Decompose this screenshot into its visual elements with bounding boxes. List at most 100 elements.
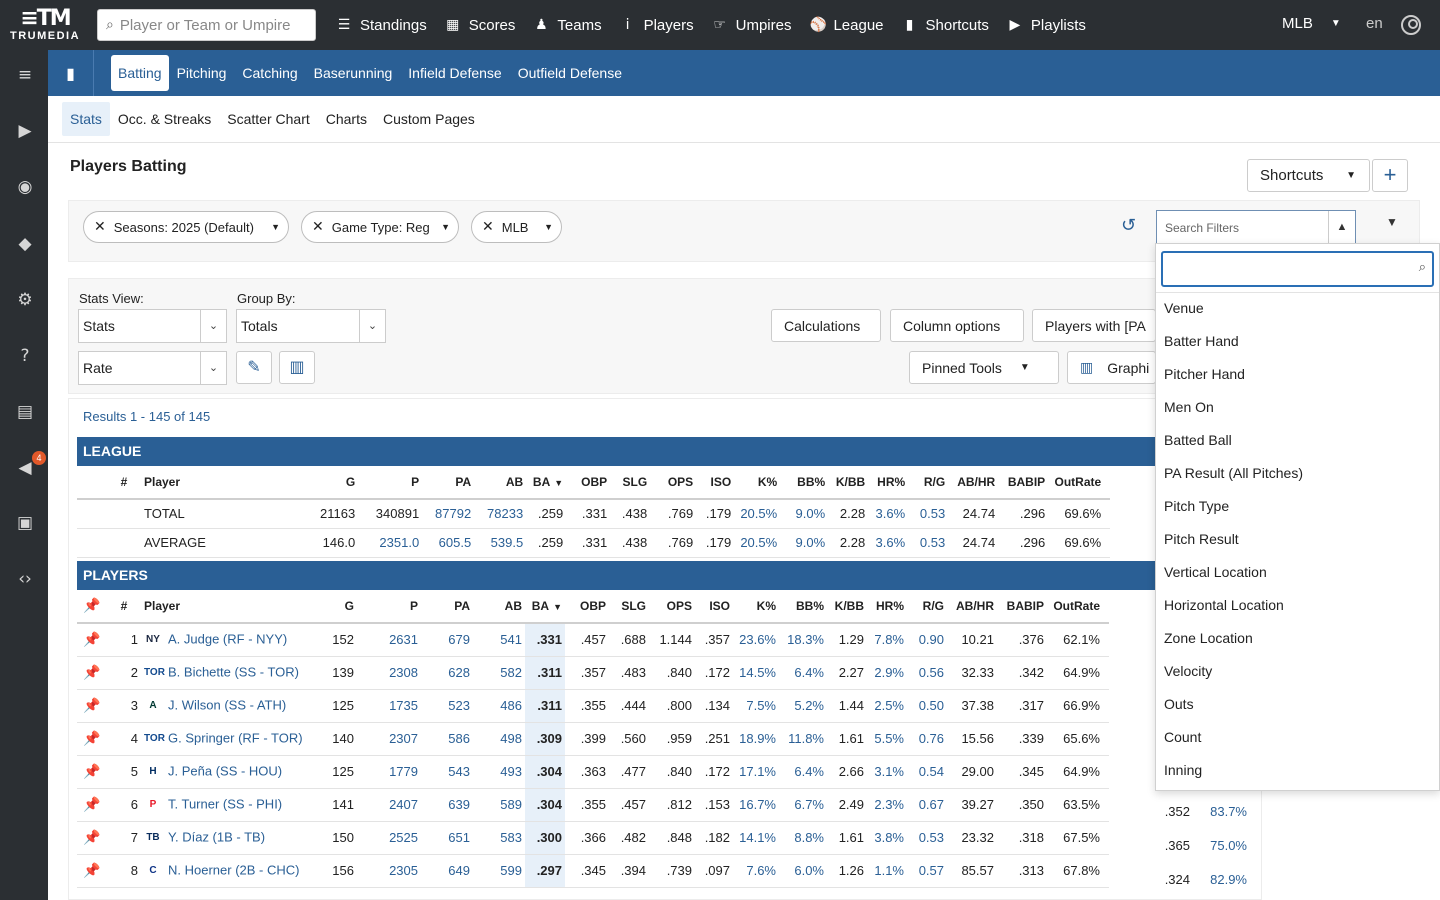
stat-cell[interactable]: 649 [421, 854, 473, 888]
filter-option[interactable]: Batter Hand [1164, 333, 1239, 349]
player-name-link[interactable]: T. Turner (SS - PHI) [168, 795, 283, 811]
pin-cell[interactable]: 📌 [77, 821, 107, 855]
filter-option[interactable]: Pitch Result [1164, 531, 1239, 547]
reset-filters-icon[interactable]: ↺ [1121, 215, 1137, 236]
player-name-link[interactable]: J. Wilson (SS - ATH) [168, 696, 287, 712]
eraser-icon[interactable]: ◆ [18, 234, 32, 254]
column-header[interactable]: R/G [907, 590, 947, 624]
column-header[interactable]: SLG [610, 466, 651, 500]
column-header[interactable]: ISO [696, 466, 735, 500]
players-with-filter-button[interactable]: Players with [PA [1032, 309, 1156, 342]
player-row[interactable]: 📌 2 TOR B. Bichette (SS - TOR) 139 2308 628 582… [77, 656, 1109, 690]
player-name-cell[interactable]: P T. Turner (SS - PHI) [141, 788, 317, 822]
filter-option[interactable]: Pitch Type [1164, 498, 1230, 514]
group-by-select[interactable]: Totals ⌄ [236, 309, 386, 343]
stat-cell[interactable]: 2407 [357, 788, 421, 822]
stat-cell[interactable]: 541 [473, 623, 525, 657]
filter-option[interactable]: Batted Ball [1164, 432, 1232, 448]
player-row[interactable]: 📌 5 H J. Peña (SS - HOU) 125 1779 543 493.304.3… [77, 755, 1109, 789]
stat-cell[interactable]: 3.6% [868, 528, 909, 558]
pin-column-header[interactable]: 📌 [77, 590, 107, 624]
dropdown-search-box[interactable]: ⌕ [1161, 251, 1434, 287]
column-header[interactable]: AB/HR [947, 590, 997, 624]
category-tab-baserunning[interactable]: Baserunning [313, 65, 393, 81]
language-select[interactable]: en [1366, 15, 1383, 32]
stat-cell[interactable]: 486 [473, 689, 525, 723]
filter-option[interactable]: Zone Location [1164, 630, 1253, 646]
column-header[interactable]: HR% [867, 590, 907, 624]
column-header[interactable]: OutRate [1047, 590, 1103, 624]
topnav-league[interactable]: ⚾ League [809, 17, 883, 34]
graphics-button[interactable]: ▥ Graphi [1067, 351, 1156, 384]
column-header[interactable]: BB% [780, 466, 829, 500]
stat-cell[interactable]: 18.9% [733, 722, 779, 756]
player-name-cell[interactable]: TOR G. Springer (RF - TOR) [141, 722, 317, 756]
player-name-cell[interactable]: NY A. Judge (RF - NYY) [141, 623, 317, 657]
stat-cell[interactable]: 87792 [422, 499, 475, 529]
player-name-cell[interactable]: TOR B. Bichette (SS - TOR) [141, 656, 317, 690]
stat-cell[interactable]: 498 [473, 722, 525, 756]
stat-cell[interactable]: 0.76 [907, 722, 947, 756]
chevron-down-icon[interactable]: ▼ [1386, 215, 1398, 229]
stat-cell[interactable]: 2305 [357, 854, 421, 888]
stat-cell[interactable]: 340891 [358, 499, 423, 529]
bookmark-icon[interactable]: ▮ [48, 50, 94, 96]
video-library-icon[interactable]: ▶ [18, 121, 32, 141]
player-name-cell[interactable]: H J. Peña (SS - HOU) [141, 755, 317, 789]
rate-select[interactable]: Rate ⌄ [78, 351, 227, 385]
column-header[interactable]: G [317, 590, 357, 624]
global-search[interactable]: ⌕ [97, 9, 316, 41]
stat-cell[interactable]: 0.90 [907, 623, 947, 657]
dropdown-search-input[interactable] [1167, 253, 1407, 283]
topnav-playlists[interactable]: ▶ Playlists [1007, 17, 1086, 34]
global-search-input[interactable] [119, 16, 300, 34]
category-tab-outfield-defense[interactable]: Outfield Defense [517, 65, 622, 81]
stat-cell[interactable]: 7.5% [733, 689, 779, 723]
category-tab-pitching[interactable]: Pitching [176, 65, 227, 81]
filter-option[interactable]: Pitcher Hand [1164, 366, 1245, 382]
stat-cell[interactable]: 7.6% [733, 854, 779, 888]
chevron-up-icon[interactable]: ▲ [1328, 211, 1355, 243]
column-header[interactable]: OPS [649, 590, 695, 624]
player-name-link[interactable]: B. Bichette (SS - TOR) [168, 663, 300, 679]
overflow-stat-cell[interactable]: 83.7% [1210, 804, 1247, 819]
subtab-custom-pages[interactable]: Custom Pages [382, 111, 475, 127]
column-header[interactable]: OPS [650, 466, 697, 500]
remove-filter-icon[interactable]: ✕ [482, 219, 494, 235]
column-header[interactable]: BABIP [998, 466, 1049, 500]
stat-cell[interactable]: 5.2% [779, 689, 827, 723]
column-header[interactable]: AB [473, 590, 525, 624]
stat-cell[interactable]: 14.1% [733, 821, 779, 855]
subtab-occ-streaks[interactable]: Occ. & Streaks [117, 111, 212, 127]
stat-cell[interactable]: 6.4% [779, 656, 827, 690]
stat-cell[interactable]: 0.53 [908, 528, 949, 558]
column-header[interactable]: K/BB [827, 590, 867, 624]
column-header[interactable]: BABIP [997, 590, 1047, 624]
shortcuts-button[interactable]: Shortcuts ▼ [1247, 159, 1370, 192]
category-tab-catching[interactable]: Catching [242, 65, 298, 81]
stat-cell[interactable]: 1.1% [867, 854, 907, 888]
help-icon[interactable]: ? [20, 346, 30, 366]
stat-cell[interactable]: 1779 [357, 755, 421, 789]
trumedia-logo[interactable]: ≡TM TRUMEDIA [0, 0, 90, 50]
stat-cell[interactable]: 0.50 [907, 689, 947, 723]
column-header[interactable]: R/G [908, 466, 949, 500]
stat-cell[interactable]: 543 [421, 755, 473, 789]
subtab-stats[interactable]: Stats [62, 102, 110, 136]
column-header[interactable]: BA ▼ [525, 590, 565, 624]
stat-cell[interactable]: 6.4% [779, 755, 827, 789]
filter-option[interactable]: Venue [1164, 300, 1204, 316]
stat-cell[interactable]: 493 [473, 755, 525, 789]
column-header[interactable]: PA [422, 466, 475, 500]
player-row[interactable]: 📌 8 C N. Hoerner (2B - CHC) 156 2305 649 599.29… [77, 854, 1109, 888]
stat-cell[interactable]: 20.5% [734, 499, 781, 529]
pinned-tools-button[interactable]: Pinned Tools ▼ [909, 351, 1059, 384]
filter-option[interactable]: PA Result (All Pitches) [1164, 465, 1304, 481]
pin-cell[interactable]: 📌 [77, 854, 107, 888]
stat-cell[interactable]: 628 [421, 656, 473, 690]
column-header[interactable]: Player [141, 590, 317, 624]
player-name-link[interactable]: G. Springer (RF - TOR) [168, 729, 303, 745]
player-name-link[interactable]: J. Peña (SS - HOU) [168, 762, 283, 778]
announcement-megaphone-icon[interactable]: ◀ [18, 458, 32, 478]
stat-cell[interactable]: 78233 [474, 499, 527, 529]
